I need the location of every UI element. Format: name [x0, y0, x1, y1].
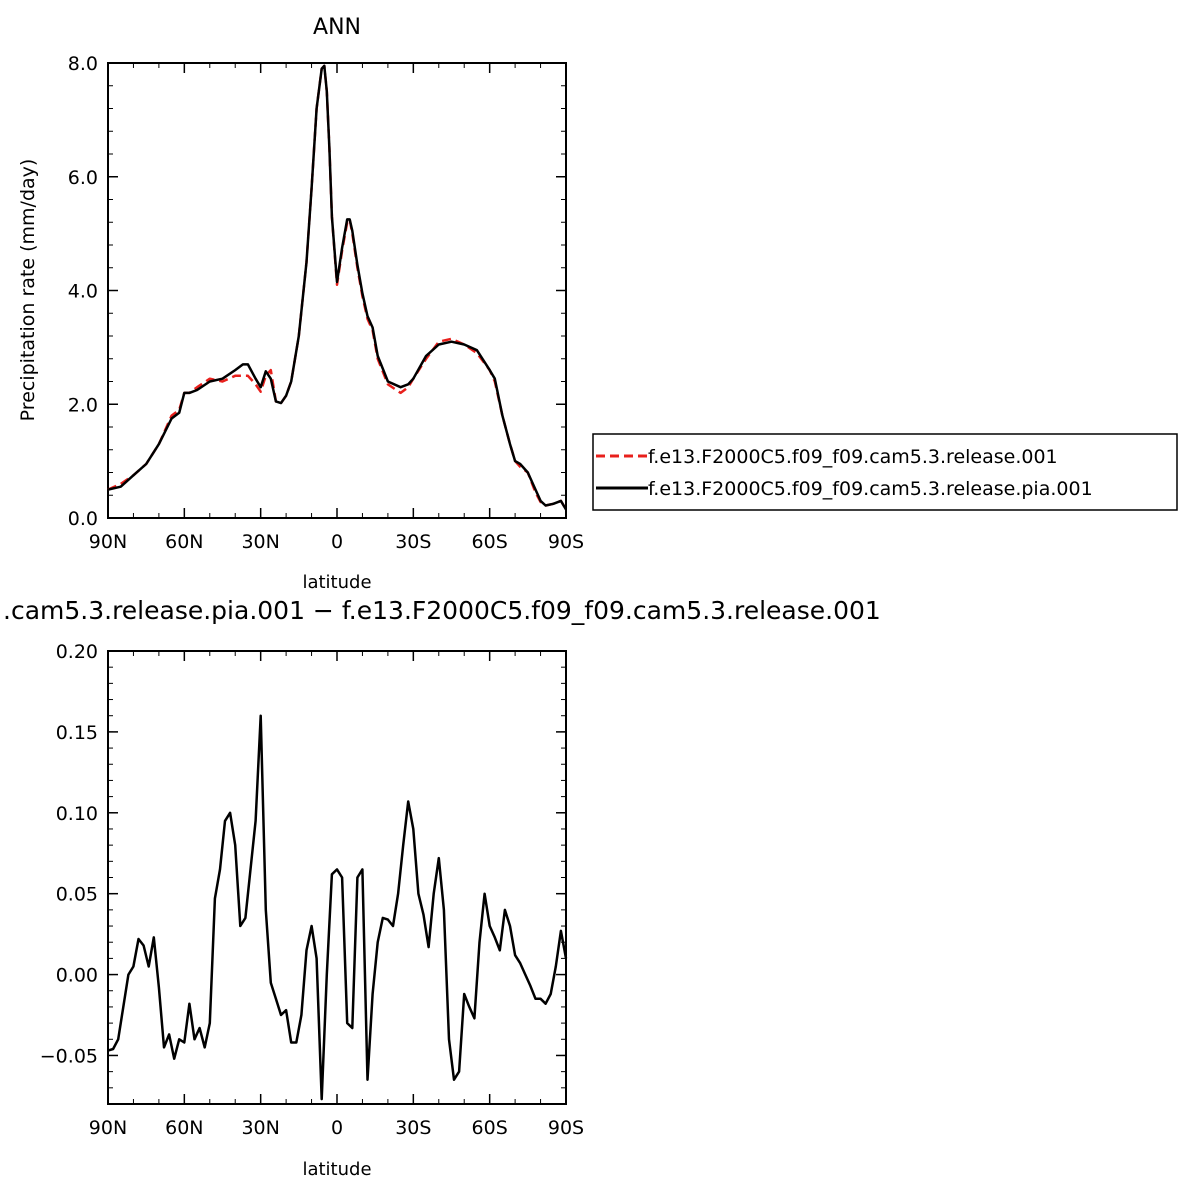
y-tick-label: 8.0: [68, 53, 98, 75]
y-tick-label: 0.10: [56, 803, 98, 825]
legend-label-pia: f.e13.F2000C5.f09_f09.cam5.3.release.pia…: [648, 478, 1093, 500]
legend-label-control: f.e13.F2000C5.f09_f09.cam5.3.release.001: [648, 446, 1058, 468]
x-tick-label: 30N: [241, 531, 279, 553]
x-tick-label: 90N: [89, 1117, 127, 1139]
x-tick-label: 0: [331, 1117, 343, 1139]
axis-ticks: 90N 60N 30N 0 30S 60S 90S 0.0 2.0 4.0 6.0 8.0: [68, 53, 584, 553]
chart-title: ANN: [313, 15, 361, 40]
x-tick-label: 30S: [395, 1117, 431, 1139]
x-axis-label: latitude: [302, 572, 371, 593]
x-tick-label: 60S: [472, 531, 508, 553]
y-tick-label: 2.0: [68, 394, 98, 416]
y-tick-label: 0.15: [56, 722, 98, 744]
x-tick-label: 60N: [165, 531, 203, 553]
legend-box: [592, 433, 1178, 511]
y-tick-label: −0.05: [40, 1045, 98, 1067]
plot-frame: [107, 62, 567, 519]
y-tick-label: 0.20: [56, 641, 98, 663]
y-axis-label: Precipitation rate (mm/day): [17, 159, 39, 422]
x-axis-label: latitude: [302, 1159, 371, 1180]
y-tick-label: 0.00: [56, 965, 98, 987]
y-tick-label: 4.0: [68, 281, 98, 303]
series-line-0: [107, 714, 568, 1101]
x-tick-label: 90S: [548, 1117, 584, 1139]
axis-ticks: 90N 60N 30N 0 30S 60S 90S −0.05 0.00 0.05 0.10 0.15…: [40, 641, 584, 1139]
chart-title: .cam5.3.release.pia.001 − f.e13.F2000C5.…: [3, 596, 881, 625]
y-tick-label: 6.0: [68, 167, 98, 189]
x-tick-label: 60N: [165, 1117, 203, 1139]
series-lines: [107, 714, 568, 1101]
difference-chart: .cam5.3.release.pia.001 − f.e13.F2000C5.…: [3, 596, 881, 1180]
x-tick-label: 0: [331, 531, 343, 553]
y-tick-label: 0.05: [56, 884, 98, 906]
series-line-1: [107, 64, 568, 511]
x-tick-label: 90S: [548, 531, 584, 553]
legend: f.e13.F2000C5.f09_f09.cam5.3.release.001…: [592, 433, 1178, 511]
series-lines: [107, 64, 568, 511]
x-tick-label: 30S: [395, 531, 431, 553]
series-line-0: [107, 64, 568, 511]
x-tick-label: 60S: [472, 1117, 508, 1139]
y-tick-label: 0.0: [68, 508, 98, 530]
x-tick-label: 90N: [89, 531, 127, 553]
precipitation-rate-chart: ANN 90N 60N 30N 0 30S 60S 90S 0.0 2.0 4.0 6.0 8.0 l…: [17, 15, 584, 593]
plot-frame: [107, 650, 567, 1105]
x-tick-label: 30N: [241, 1117, 279, 1139]
